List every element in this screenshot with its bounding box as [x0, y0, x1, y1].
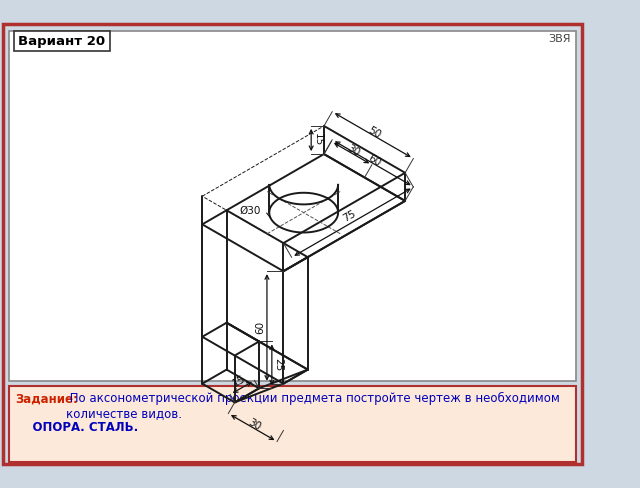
Text: По аксонометрической проекции предмета постройте чертеж в необходимом
количестве: По аксонометрической проекции предмета п… — [66, 392, 560, 420]
Text: ЗВЯ: ЗВЯ — [548, 34, 570, 44]
FancyBboxPatch shape — [9, 31, 576, 381]
FancyBboxPatch shape — [9, 386, 576, 462]
Text: Задание:: Задание: — [15, 392, 79, 405]
Text: Вариант 20: Вариант 20 — [18, 35, 105, 47]
FancyBboxPatch shape — [13, 31, 109, 51]
Text: 15: 15 — [313, 133, 323, 146]
Text: 50: 50 — [366, 125, 383, 140]
Text: Ø30: Ø30 — [239, 205, 261, 216]
Text: 60: 60 — [255, 321, 265, 334]
Text: 15: 15 — [230, 374, 247, 389]
Text: 25: 25 — [274, 358, 284, 371]
FancyBboxPatch shape — [3, 24, 582, 464]
Text: 60: 60 — [366, 153, 383, 168]
Text: 75: 75 — [341, 209, 357, 224]
Text: 30: 30 — [345, 143, 362, 158]
Text: ОПОРА. СТАЛЬ.: ОПОРА. СТАЛЬ. — [15, 421, 138, 434]
Text: 30: 30 — [246, 417, 262, 432]
